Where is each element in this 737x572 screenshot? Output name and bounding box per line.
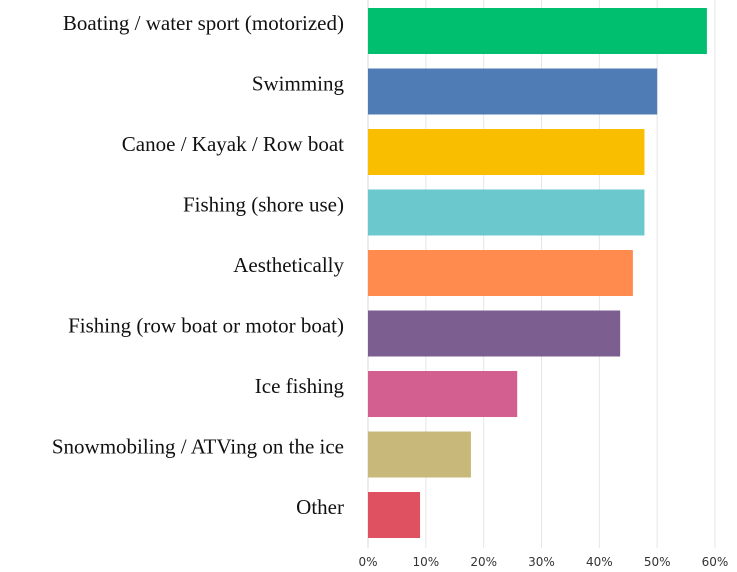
- category-label: Fishing (shore use): [183, 193, 344, 217]
- x-tick-label: 60%: [702, 555, 729, 569]
- category-label: Fishing (row boat or motor boat): [68, 314, 344, 338]
- x-tick-label: 30%: [528, 555, 555, 569]
- bar: [368, 310, 621, 357]
- category-label: Snowmobiling / ATVing on the ice: [52, 435, 344, 459]
- x-tick-label: 20%: [470, 555, 497, 569]
- x-tick-label: 0%: [358, 555, 377, 569]
- category-label: Other: [296, 495, 344, 519]
- category-label: Canoe / Kayak / Row boat: [122, 132, 344, 156]
- category-labels: Boating / water sport (motorized) Swimmin…: [52, 11, 345, 519]
- bar: [368, 431, 471, 478]
- category-label: Swimming: [252, 72, 345, 96]
- category-label: Ice fishing: [255, 374, 345, 398]
- bar: [368, 250, 633, 296]
- category-label: Aesthetically: [233, 253, 344, 277]
- x-tick-label: 10%: [412, 555, 439, 569]
- x-axis-tick-labels: 0% 10% 20% 30% 40% 50% 60%: [358, 555, 728, 569]
- category-label: Boating / water sport (motorized): [63, 11, 344, 35]
- bar: [368, 8, 707, 54]
- bar: [368, 129, 645, 175]
- bar: [368, 68, 658, 115]
- x-tick-label: 40%: [586, 555, 613, 569]
- bar: [368, 189, 645, 236]
- bar: [368, 371, 518, 417]
- bar: [368, 492, 421, 538]
- x-tick-label: 50%: [644, 555, 671, 569]
- bars: [368, 8, 707, 538]
